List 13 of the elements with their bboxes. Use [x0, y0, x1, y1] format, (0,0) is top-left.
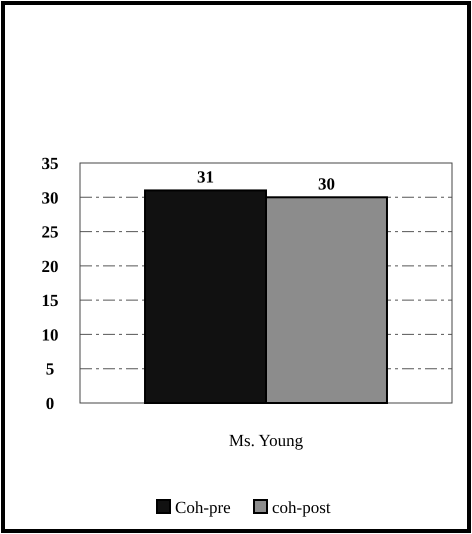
y-tick-label: 25 — [42, 222, 58, 242]
y-tick-label: 5 — [46, 360, 54, 379]
y-tick-label: 20 — [42, 256, 58, 276]
y-tick-label: 30 — [42, 188, 58, 208]
y-tick-label: 15 — [42, 291, 58, 310]
legend-label: coh-post — [272, 498, 331, 517]
legend-label: Coh-pre — [175, 498, 231, 517]
y-tick-label: 0 — [46, 394, 54, 413]
data-label: 31 — [197, 167, 214, 186]
data-label: 30 — [318, 174, 335, 194]
x-tick-label: Ms. Young — [228, 431, 304, 450]
y-tick-label: 10 — [42, 325, 58, 344]
y-tick-label: 35 — [42, 154, 58, 173]
